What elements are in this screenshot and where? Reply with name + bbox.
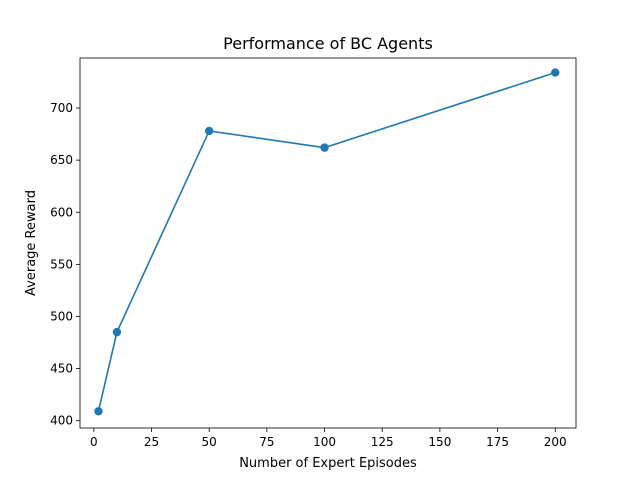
plot-frame	[79, 57, 577, 429]
y-tick-label: 450	[50, 362, 73, 376]
data-point	[112, 327, 122, 337]
x-axis-ticks: 0 25 50 75 100 125 150 175 200	[90, 428, 567, 449]
data-point	[551, 68, 560, 77]
x-tick-label: 0	[90, 435, 98, 449]
x-axis-label: Number of Expert Episodes	[239, 456, 417, 471]
y-axis-ticks: 400 450 500 550 600 650 700	[50, 101, 80, 428]
y-tick-label: 600	[50, 205, 73, 219]
data-point	[320, 143, 329, 152]
y-tick-label: 700	[50, 101, 73, 115]
y-axis-label: Average Reward	[24, 190, 39, 296]
series-line	[97, 71, 556, 412]
chart-title: Performance of BC Agents	[223, 34, 433, 53]
y-tick-label: 550	[50, 257, 73, 271]
x-tick-label: 175	[486, 435, 509, 449]
x-tick-label: 200	[544, 435, 567, 449]
y-tick-label: 650	[50, 153, 73, 167]
x-tick-label: 100	[313, 435, 336, 449]
y-tick-label: 400	[50, 414, 73, 428]
data-point	[204, 126, 214, 136]
x-tick-label: 150	[428, 435, 451, 449]
x-tick-label: 125	[371, 435, 394, 449]
y-tick-label: 500	[50, 309, 73, 323]
x-tick-label: 25	[144, 435, 159, 449]
x-tick-label: 50	[202, 435, 217, 449]
plot-area	[79, 57, 577, 429]
series-layer	[94, 68, 560, 416]
data-point	[94, 407, 103, 416]
x-tick-label: 75	[259, 435, 274, 449]
